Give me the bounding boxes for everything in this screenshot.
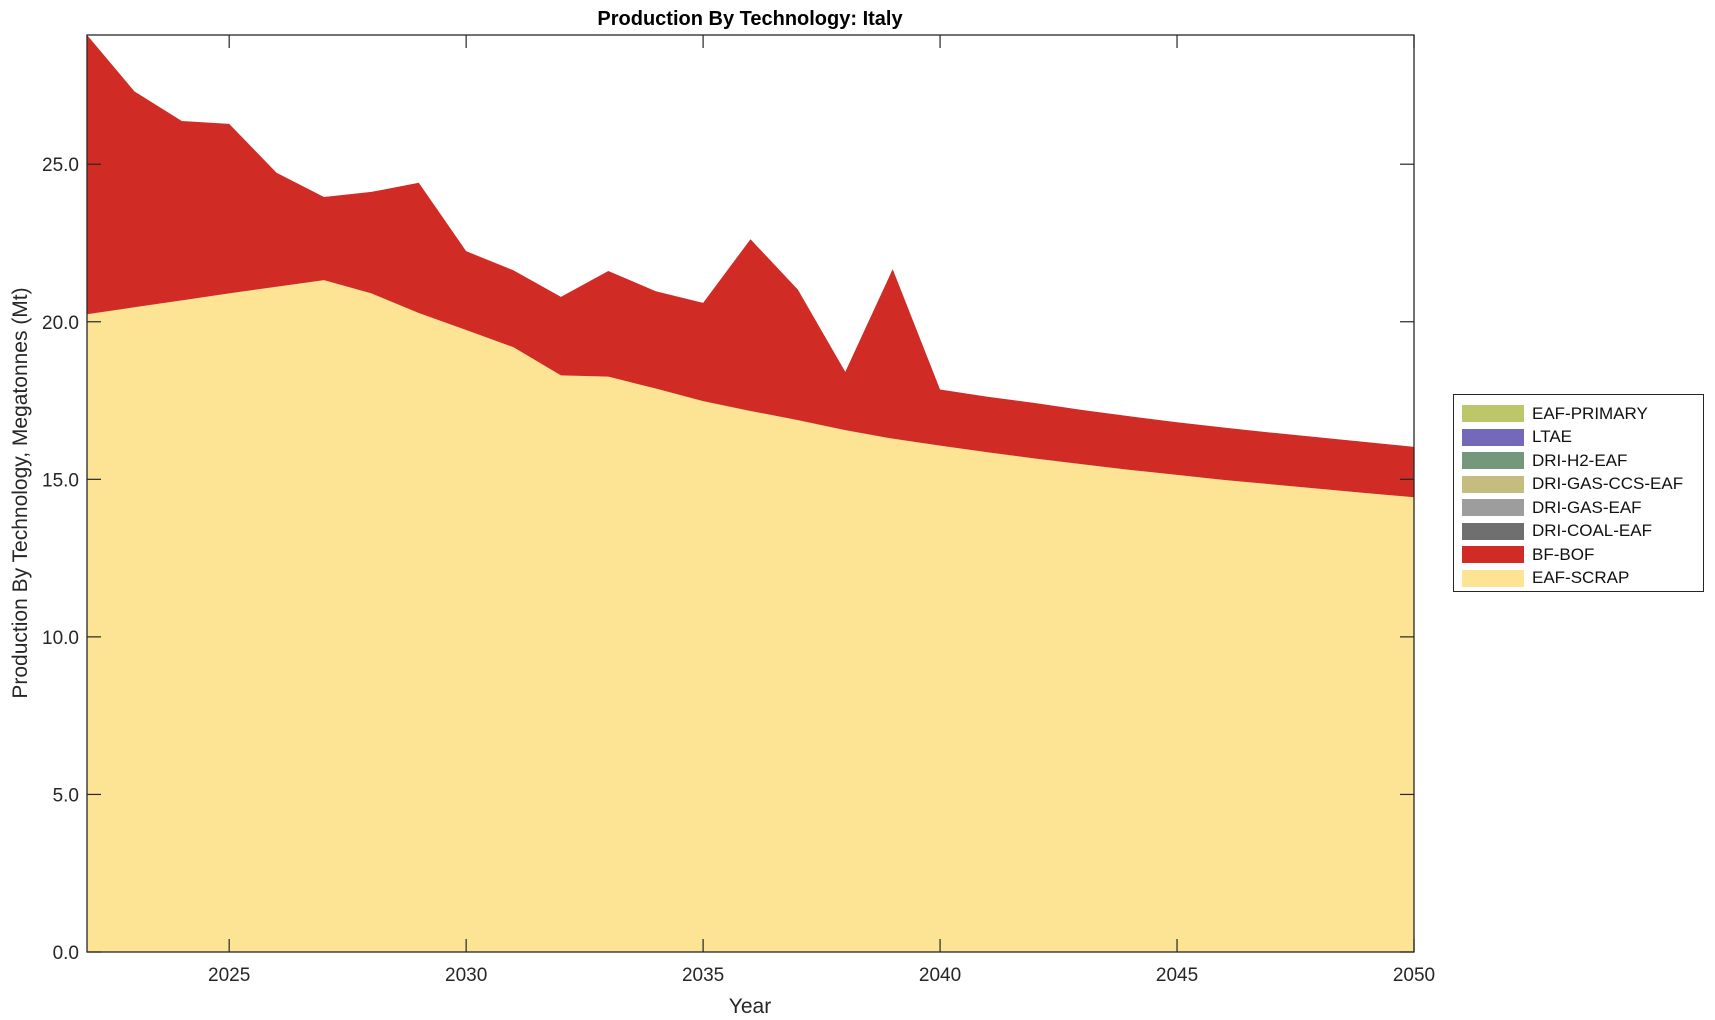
legend-item: EAF-SCRAP [1454,567,1703,591]
y-axis-title: Production By Technology, Megatonnes (Mt… [9,287,32,698]
x-tick-label: 2025 [208,965,250,986]
legend-swatch [1462,522,1524,540]
legend-item: DRI-COAL-EAF [1454,520,1703,544]
legend-item: LTAE [1454,426,1703,450]
legend-item: DRI-GAS-CCS-EAF [1454,473,1703,497]
area-bf-bof [87,35,1414,498]
legend-label: EAF-SCRAP [1532,568,1630,588]
legend-swatch [1462,499,1524,517]
y-tick-label: 0.0 [53,943,79,964]
legend-swatch [1462,569,1524,587]
x-axis: 2025 2030 2035 2040 2045 2050 [208,35,1435,986]
legend-item: DRI-GAS-EAF [1454,496,1703,520]
legend-label: DRI-GAS-EAF [1532,497,1642,517]
legend-swatch [1462,428,1524,446]
x-tick-label: 2030 [445,965,487,986]
y-tick-label: 15.0 [42,470,79,491]
x-tick-label: 2040 [919,965,961,986]
legend-label: DRI-H2-EAF [1532,450,1628,470]
x-tick-label: 2035 [682,965,724,986]
area-series-group [87,35,1414,952]
area-eaf-scrap [87,280,1414,952]
y-axis: 0.0 5.0 10.0 15.0 20.0 25.0 [42,155,1414,964]
x-tick-label: 2045 [1156,965,1198,986]
plot-frame [86,34,1415,953]
legend-label: DRI-COAL-EAF [1532,521,1652,541]
legend-item: BF-BOF [1454,543,1703,567]
y-tick-label: 25.0 [42,155,79,176]
x-tick-label: 2050 [1393,965,1435,986]
y-tick-label: 20.0 [42,313,79,334]
legend-label: EAF-PRIMARY [1532,403,1648,423]
legend-label: LTAE [1532,427,1572,447]
x-axis-title: Year [729,995,771,1018]
legend-label: BF-BOF [1532,544,1595,564]
legend-item: DRI-H2-EAF [1454,449,1703,473]
legend-swatch [1462,546,1524,564]
legend-swatch [1462,475,1524,493]
legend: EAF-PRIMARY LTAE DRI-H2-EAF DRI-GAS-CCS-… [1453,394,1704,592]
chart-title: Production By Technology: Italy [597,8,903,30]
y-tick-label: 5.0 [53,785,79,806]
legend-swatch [1462,405,1524,423]
legend-label: DRI-GAS-CCS-EAF [1532,474,1684,494]
legend-item: EAF-PRIMARY [1454,402,1703,426]
legend-swatch [1462,452,1524,470]
y-tick-label: 10.0 [42,628,79,649]
